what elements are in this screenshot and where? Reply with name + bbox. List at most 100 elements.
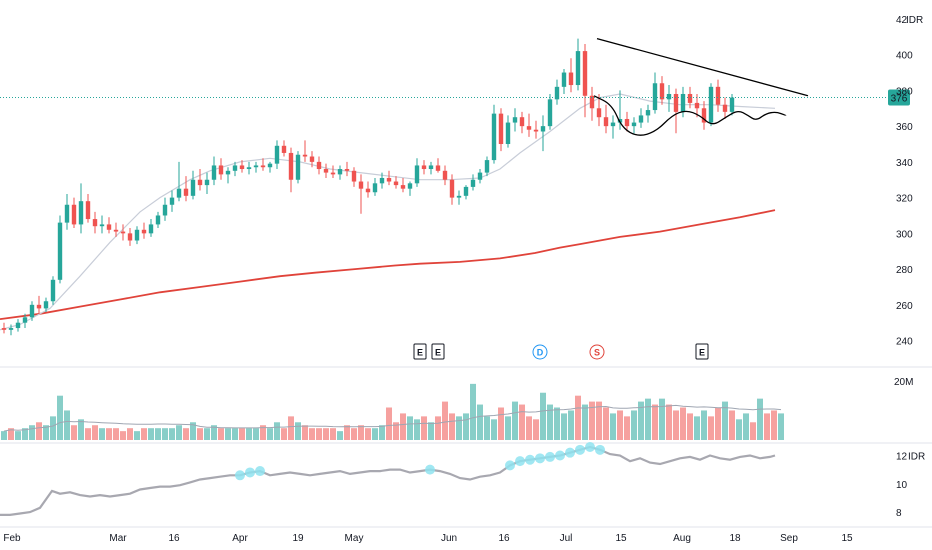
candle-body: [120, 231, 126, 234]
indicator-currency-label: IDR: [908, 451, 925, 462]
indicator-line: [0, 442, 776, 517]
volume-bar: [414, 419, 420, 440]
last-price-tag: [888, 89, 910, 106]
volume-bar: [22, 428, 28, 440]
candle-body: [253, 165, 259, 168]
volume-bar: [127, 428, 133, 440]
candle-body: [141, 229, 147, 234]
volume-bar: [428, 422, 434, 440]
volume-bar: [421, 416, 427, 440]
candle-body: [442, 170, 448, 180]
volume-bar: [190, 422, 196, 440]
volume-bar: [575, 395, 581, 440]
indicator-highlight-dot: [245, 467, 255, 478]
volume-bar: [638, 401, 644, 440]
price-tick-label: 340: [896, 158, 913, 169]
candle-body: [687, 93, 693, 103]
user-drawings[interactable]: [593, 37, 809, 136]
candle-body: [652, 83, 658, 111]
candle-body: [554, 86, 560, 100]
volume-bar: [750, 422, 756, 440]
candle-body: [288, 152, 294, 180]
volume-bar: [344, 425, 350, 440]
volume-bar: [435, 416, 441, 440]
volume-bar: [85, 428, 91, 440]
candle-body: [99, 224, 105, 227]
candle-body: [260, 165, 266, 168]
volume-bar: [169, 428, 175, 440]
volume-bar: [351, 428, 357, 440]
indicator-highlight-dot: [565, 447, 575, 458]
candle-body: [176, 188, 182, 198]
volume-bar: [8, 428, 14, 440]
volume-bar: [393, 422, 399, 440]
volume-bar: [372, 428, 378, 440]
time-axis-label: 16: [498, 533, 510, 544]
volume-bar: [540, 392, 546, 440]
candle-body: [281, 145, 287, 153]
volume-bar: [148, 428, 154, 440]
volume-bar: [274, 422, 280, 440]
volume-bar: [610, 413, 616, 440]
volume-bars: [1, 383, 784, 440]
indicator-highlight-dot: [525, 454, 535, 465]
time-axis-label: 15: [615, 533, 627, 544]
candle-body: [8, 328, 14, 330]
cup-pattern-curve: [593, 95, 787, 136]
volume-bar: [561, 413, 567, 440]
candle-body: [365, 188, 371, 193]
volume-bar: [288, 416, 294, 440]
candle-body: [127, 233, 133, 241]
volume-bar: [547, 404, 553, 440]
volume-bar: [239, 428, 245, 440]
volume-bar: [736, 419, 742, 440]
volume-bar: [232, 428, 238, 440]
volume-bar: [533, 419, 539, 440]
time-axis-label: Feb: [3, 533, 21, 544]
time-axis-label: 18: [729, 533, 741, 544]
volume-bar: [197, 428, 203, 440]
candle-body: [239, 165, 245, 170]
indicator-tick-label: 10: [896, 480, 908, 491]
candle-body: [162, 204, 168, 216]
candle-body: [351, 170, 357, 182]
volume-bar: [57, 395, 63, 440]
volume-bar: [211, 425, 217, 440]
candle-body: [92, 219, 98, 227]
candle-body: [50, 279, 56, 302]
candle-body: [316, 161, 322, 170]
price-tick-label: 320: [896, 194, 913, 205]
candle-body: [400, 185, 406, 189]
volume-bar: [1, 431, 7, 440]
volume-bar: [519, 404, 525, 440]
volume-bar: [330, 428, 336, 440]
earnings-marker: [413, 343, 427, 360]
volume-bar: [456, 416, 462, 440]
axes: 24026028030032034036038040042IDR20M81012…: [3, 15, 925, 544]
volume-bar: [379, 425, 385, 440]
candle-body: [715, 86, 721, 105]
candle-body: [680, 93, 686, 112]
volume-bar: [701, 410, 707, 440]
candle-body: [183, 188, 189, 196]
volume-bar: [183, 428, 189, 440]
volume-bar: [302, 425, 308, 440]
volume-bar: [729, 410, 735, 440]
price-tick-label: 360: [896, 122, 913, 133]
candle-body: [36, 304, 42, 309]
last-price-line: 376: [0, 89, 910, 106]
volume-bar: [99, 428, 105, 440]
price-tick-label: 260: [896, 301, 913, 312]
volume-bar: [477, 404, 483, 440]
volume-bar: [267, 428, 273, 440]
volume-bar: [386, 407, 392, 440]
candle-body: [155, 215, 161, 225]
candle-body: [323, 169, 329, 173]
volume-bar: [491, 419, 497, 440]
volume-bar: [778, 413, 784, 440]
price-tick-label: 42: [896, 15, 908, 26]
volume-bar: [715, 407, 721, 440]
volume-bar: [652, 404, 658, 440]
